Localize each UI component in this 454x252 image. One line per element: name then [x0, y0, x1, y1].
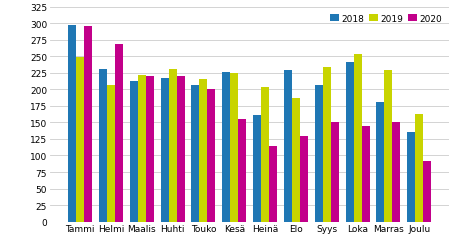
Bar — [192, 86, 199, 222]
Bar — [177, 77, 185, 222]
Bar — [68, 26, 76, 222]
Bar — [392, 122, 400, 222]
Bar — [323, 68, 331, 222]
Bar — [362, 126, 370, 222]
Bar — [238, 120, 247, 222]
Bar — [376, 103, 385, 222]
Bar — [99, 70, 107, 222]
Bar — [207, 90, 216, 222]
Bar — [222, 73, 230, 222]
Bar — [146, 77, 154, 222]
Bar — [261, 88, 269, 222]
Bar — [253, 116, 261, 222]
Bar — [423, 162, 431, 222]
Bar — [84, 27, 92, 222]
Bar — [292, 99, 300, 222]
Bar — [161, 79, 168, 222]
Bar — [230, 74, 238, 222]
Bar — [138, 75, 146, 222]
Bar — [107, 85, 115, 222]
Bar — [415, 114, 423, 222]
Bar — [115, 45, 123, 222]
Bar — [354, 54, 362, 222]
Bar — [130, 82, 138, 222]
Bar — [407, 133, 415, 222]
Legend: 2018, 2019, 2020: 2018, 2019, 2020 — [327, 12, 445, 26]
Bar — [345, 62, 354, 222]
Bar — [269, 146, 277, 222]
Bar — [76, 58, 84, 222]
Bar — [284, 71, 292, 222]
Bar — [331, 123, 339, 222]
Bar — [199, 79, 207, 222]
Bar — [168, 70, 177, 222]
Bar — [300, 136, 308, 222]
Bar — [315, 85, 323, 222]
Bar — [385, 71, 392, 222]
